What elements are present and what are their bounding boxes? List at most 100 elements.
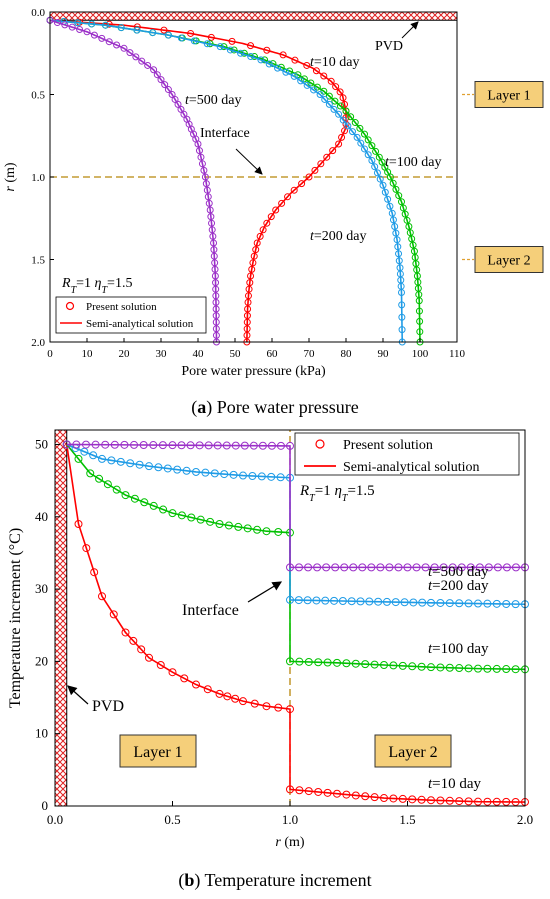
marker-point [368,142,376,150]
marker-point [398,289,405,296]
marker-point [186,441,195,450]
marker-point [399,204,407,212]
marker-point [412,563,421,572]
marker-point [209,232,217,240]
series-markers-1 [46,16,424,346]
marker-point [395,192,403,200]
marker-point [213,441,222,450]
series-line-3 [66,443,525,569]
marker-point [455,599,464,608]
marker-point [351,791,360,800]
marker-point [177,34,185,42]
marker-point [116,457,125,466]
x-tick-label: 90 [378,348,390,360]
layer-1-box [119,734,197,768]
marker-point [364,151,372,159]
marker-point [76,25,84,33]
marker-point [398,326,406,334]
marker-point [511,563,520,572]
marker-point [171,95,179,103]
pvd-arrow [67,685,89,705]
marker-point [417,662,426,671]
marker-point [464,599,473,608]
marker-point [153,71,161,79]
marker-point [113,41,121,49]
marker-point [53,19,61,27]
marker-point [511,797,520,806]
panel-b-temperature-increment: 0.0 0.5 1.0 1.5 2.0 0 10 20 30 40 50 r (m) Temperatu… [7,429,533,891]
marker-point [304,657,313,666]
marker-point [149,501,158,510]
marker-point [344,122,352,130]
legend-box [55,296,207,334]
marker-point [90,31,98,39]
marker-point [126,459,135,468]
y-tick-label: 50 [35,436,48,451]
marker-point [68,23,76,31]
marker-point [190,37,198,45]
marker-point [262,702,271,711]
marker-point [276,473,285,482]
marker-point [416,328,424,336]
marker-point [353,133,361,141]
marker-point [259,226,267,234]
marker-point [89,451,98,460]
x-tick-label: 0.5 [164,812,180,827]
marker-point [247,42,255,50]
x-tick-label: 50 [230,348,242,360]
legend: Present solution Semi-analytical solution [294,432,520,476]
y-tick-label: 1.5 [31,255,45,267]
marker-point [403,216,411,224]
marker-point [243,524,252,533]
marker-point [250,252,258,260]
marker-point [511,600,520,609]
marker-point [244,305,252,313]
x-tick-label: 80 [341,348,353,360]
marker-point [303,61,311,69]
marker-point [325,100,333,108]
marker-point [286,563,294,572]
marker-point [389,794,398,803]
marker-point [164,86,172,94]
marker-point [331,563,340,572]
marker-point [224,521,233,530]
marker-point [439,563,448,572]
marker-point [177,441,186,450]
marker-point [361,130,368,138]
marker-point [312,596,321,605]
marker-point [347,597,356,606]
marker-point [321,596,330,605]
marker-point [347,113,355,121]
marker-point [168,509,177,518]
marker-point [137,645,146,654]
interface-arrow [247,581,283,603]
marker-point [502,599,511,608]
marker-point [133,26,141,34]
marker-point [112,485,121,494]
marker-point [311,166,319,174]
marker-point [294,71,302,79]
legend-item-semi: Semi-analytical solution [86,318,194,330]
marker-point [372,147,380,155]
marker-point [398,794,407,803]
marker-point [163,464,172,473]
marker-point [159,505,168,514]
marker-point [195,147,203,155]
marker-point [408,662,417,671]
marker-point [101,440,110,449]
x-tick-label: 100 [412,348,429,360]
marker-point [327,77,335,85]
marker-point [374,597,383,606]
interface-arrow [235,148,263,175]
marker-point [204,441,213,450]
pvd-label: PVD [92,698,124,715]
marker-point [229,470,238,479]
x-tick-label: 1.5 [399,812,415,827]
legend-box [294,432,520,476]
marker-point [290,72,298,80]
marker-point [348,128,356,136]
marker-point [202,180,210,188]
curve-label-3: t=500 day [185,93,242,108]
y-tick-label: 1.0 [31,172,45,184]
marker-point [335,110,343,118]
